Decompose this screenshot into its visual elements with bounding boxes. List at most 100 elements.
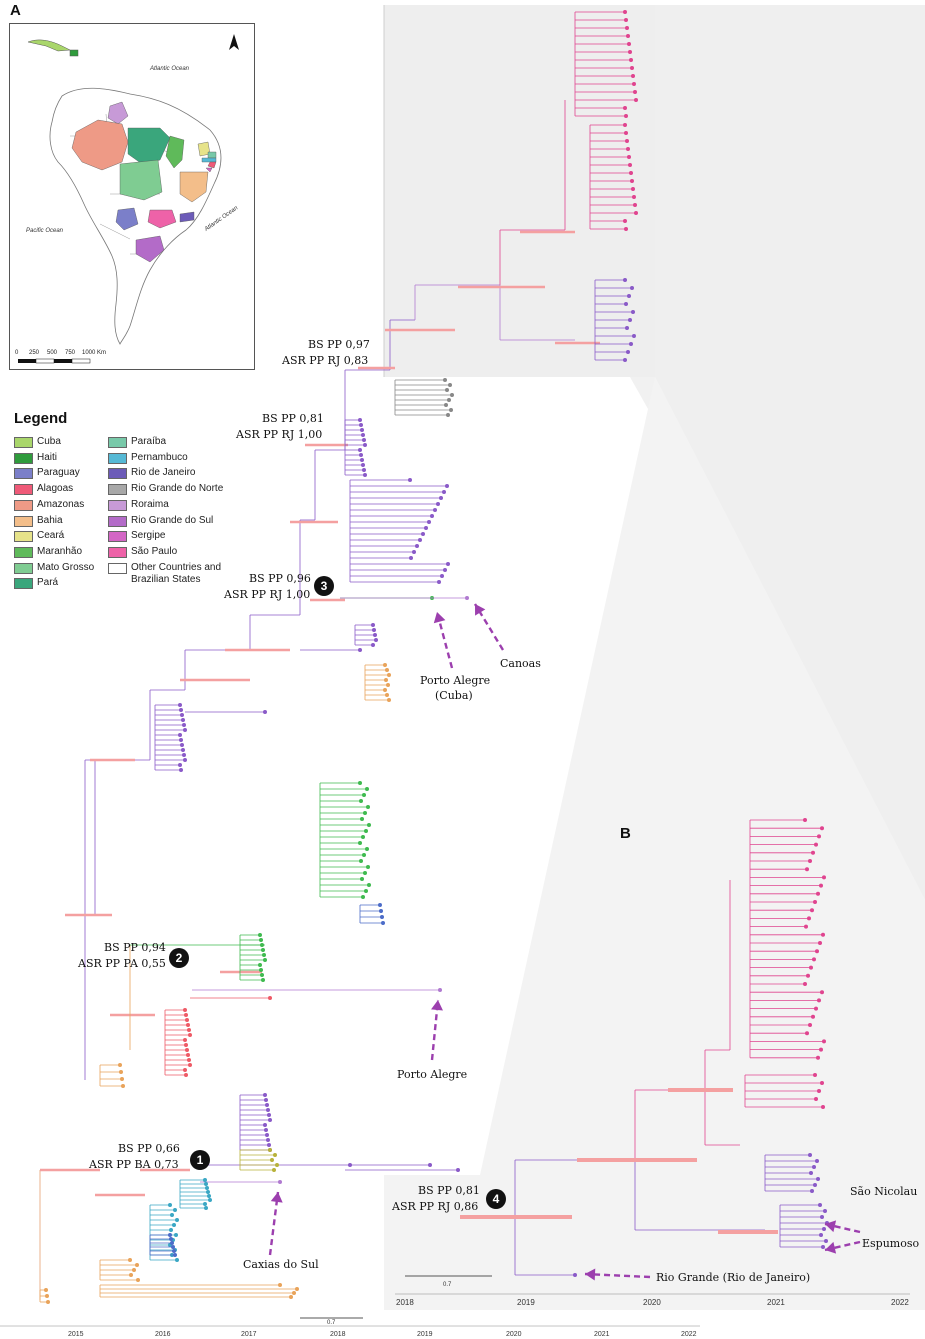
tip-dot (172, 1249, 176, 1253)
callout-arrowhead (433, 612, 446, 624)
tip-dot (44, 1288, 48, 1292)
legend-swatch (14, 515, 33, 527)
tip-dot (363, 871, 367, 875)
tip-dot (267, 1143, 271, 1147)
tip-dot (358, 418, 362, 422)
tip-dot (184, 1043, 188, 1047)
tip-dot (630, 66, 634, 70)
node-5-asr: ASR PP RJ 1,00 (236, 428, 323, 441)
axis-b-tick-2022: 2022 (891, 1298, 909, 1307)
tip-dot (187, 1028, 191, 1032)
tip-dot (822, 1227, 826, 1231)
axis-a-tick-2019: 2019 (417, 1331, 433, 1338)
tip-dot (424, 526, 428, 530)
callout-porto-alegre: Porto Alegre (397, 1068, 468, 1081)
tip-dot (360, 458, 364, 462)
tip-dot (626, 34, 630, 38)
legend-item: Amazonas (14, 499, 84, 511)
tip-dot (440, 574, 444, 578)
north-arrow-icon (229, 34, 239, 50)
tip-dot (295, 1287, 299, 1291)
tip-dot (207, 1194, 211, 1198)
tip-dot (446, 413, 450, 417)
callout-porto-alegre-cuba-line1: Porto Alegre (420, 674, 491, 687)
tip-dot (816, 1055, 820, 1060)
legend-swatch (14, 452, 33, 464)
legend-item: Alagoas (14, 483, 74, 496)
tip-dot (805, 1031, 809, 1036)
tip-dot (175, 1258, 179, 1262)
legend-label: Alagoas (37, 483, 74, 495)
tip-dot (821, 1245, 825, 1249)
tip-dot (206, 1190, 210, 1194)
tip-dot (625, 26, 629, 30)
callout-arrowhead (825, 1241, 837, 1254)
tip-dot (444, 403, 448, 407)
node-badge-1: 1 (190, 1150, 210, 1170)
tip-dot (292, 1291, 296, 1295)
legend-swatch (108, 437, 127, 448)
legend-label: Cuba (37, 436, 61, 447)
tip-dot (169, 1237, 173, 1241)
tip-dot (387, 698, 391, 702)
tip-dot (359, 859, 363, 863)
legend-label: Other Countries and Brazilian States (131, 561, 222, 585)
tip-dot (170, 1213, 174, 1217)
scale-a-label: 0.7 (327, 1320, 336, 1326)
axis-a-tick-2018: 2018 (330, 1331, 346, 1338)
tip-dot (178, 733, 182, 737)
tip-dot (261, 948, 265, 952)
legend-label: Haiti (37, 451, 58, 463)
legend-item: Rio de Janeiro (108, 467, 195, 480)
legend-item: Cuba (14, 436, 61, 448)
legend-label: Rio Grande do Sul (131, 514, 214, 526)
tip-dot (203, 1178, 207, 1182)
tip-dot (808, 859, 812, 863)
tip-dot (378, 903, 382, 907)
tip-dot (443, 568, 447, 572)
tip-dot (204, 1206, 208, 1210)
tip-dot (437, 580, 441, 584)
tip-dot (421, 532, 425, 536)
tip-dot (132, 1268, 136, 1272)
tip-dot (820, 990, 824, 995)
tip-dot (173, 1253, 177, 1257)
legend-label: Mato Grosso (37, 561, 95, 573)
legend-swatch (14, 546, 33, 558)
legend-swatch (108, 546, 127, 558)
tip-dot (180, 743, 184, 747)
tip-dot (409, 556, 413, 560)
tip-dot (624, 114, 628, 118)
tip-dot (361, 895, 365, 899)
tip-dot (629, 58, 633, 62)
tip-dot (815, 949, 819, 954)
tip-dot (373, 633, 377, 637)
axis-a-tick-2021: 2021 (594, 1331, 610, 1338)
tip-dot (363, 473, 367, 477)
tip-dot (439, 496, 443, 500)
tip-dot (259, 938, 263, 942)
tip-dot (121, 1084, 125, 1088)
tip-dot (384, 678, 388, 682)
tip-dot (182, 753, 186, 757)
tip-dot (205, 1186, 209, 1190)
legend-item: Paraguay (14, 467, 80, 480)
tip-dot (358, 648, 362, 652)
tip-dot (46, 1300, 50, 1304)
tip-dot (258, 933, 262, 937)
tip-dot (187, 1058, 191, 1062)
tip-dot (456, 1168, 460, 1172)
legend-title: Legend (14, 410, 68, 427)
tip-dot (379, 909, 383, 913)
legend-item: Roraima (108, 499, 169, 511)
axis-a-tick-2016: 2016 (155, 1331, 171, 1338)
tip-dot (625, 326, 629, 330)
callout-arrowhead (585, 1268, 596, 1281)
tip-dot (821, 932, 825, 937)
tip-dot (273, 1153, 277, 1157)
tip-dot (383, 688, 387, 692)
callout-arrow-caxias (268, 1191, 280, 1256)
tip-dot (263, 1093, 267, 1097)
tip-dot (264, 1098, 268, 1102)
tip-dot (630, 179, 634, 183)
